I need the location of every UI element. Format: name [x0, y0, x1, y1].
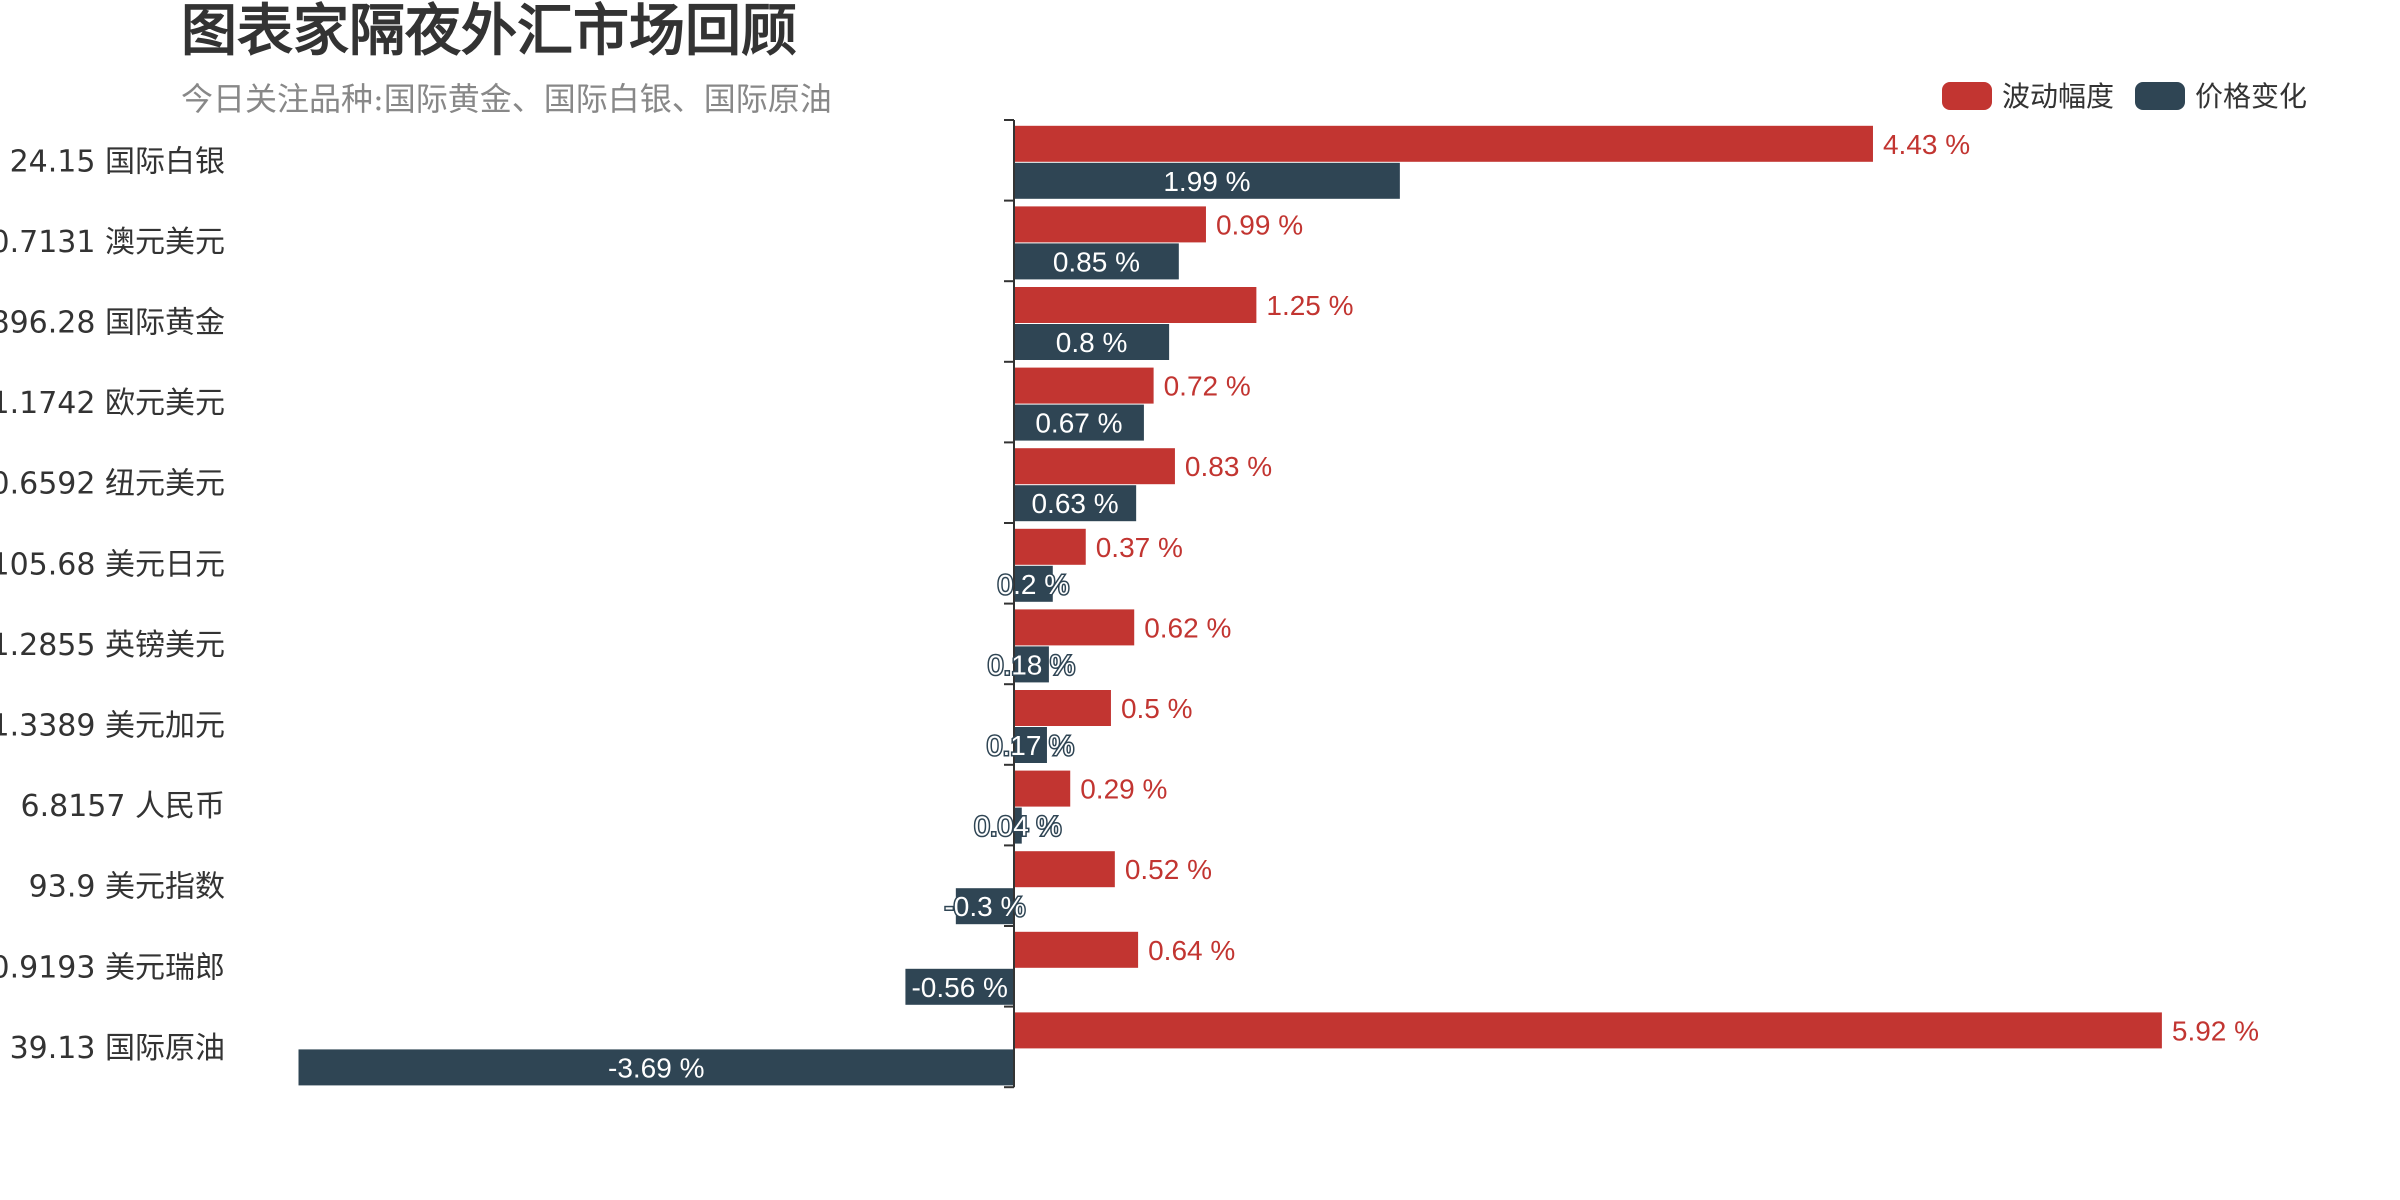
amplitude-value-label: 0.5 % [1121, 693, 1193, 724]
amplitude-bar[interactable] [1014, 367, 1154, 404]
category-label: 24.15 国际白银 [10, 144, 225, 179]
amplitude-bar[interactable] [1014, 1012, 2162, 1049]
price-change-bar[interactable] [298, 1049, 1014, 1086]
amplitude-bar[interactable] [1014, 448, 1175, 485]
price-change-bar[interactable] [955, 888, 1014, 925]
price-change-value-label: 0.18 % [988, 649, 1075, 680]
chart-title: 图表家隔夜外汇市场回顾 [181, 0, 797, 64]
amplitude-value-label: 4.43 % [1883, 129, 1970, 160]
price-change-value-label: 0.8 % [1056, 327, 1128, 358]
category-labels: 24.15 国际白银 0.7131 澳元美元 1896.28 国际黄金 1.1742 … [0, 144, 225, 1066]
price-change-value-label: 0.2 % [998, 569, 1070, 600]
amplitude-value-label: 0.62 % [1144, 612, 1231, 643]
y-axis [1004, 119, 1015, 1089]
price-change-bar[interactable] [905, 968, 1014, 1005]
price-change-value-label: -0.3 % [944, 891, 1025, 922]
price-change-value-label: 0.04 % [974, 811, 1061, 842]
amplitude-bar[interactable] [1014, 287, 1257, 323]
bar-group [298, 125, 2162, 1086]
value-labels: 4.43 % 1.99 % 0.99 % 0.85 % 1.25 % 0.8 % 0.72 … [608, 129, 2259, 1084]
price-change-value-label: 0.17 % [987, 730, 1074, 761]
amplitude-bar[interactable] [1014, 931, 1139, 968]
legend-item[interactable]: 波动幅度 [1942, 80, 2114, 113]
amplitude-bar[interactable] [1014, 528, 1086, 565]
legend-label: 波动幅度 [2002, 80, 2114, 113]
legend[interactable]: 波动幅度 价格变化 [1942, 80, 2307, 113]
amplitude-bar[interactable] [1014, 125, 1873, 162]
price-change-value-label: 0.67 % [1035, 408, 1122, 439]
legend-swatch [1942, 82, 1992, 110]
amplitude-value-label: 5.92 % [2172, 1015, 2259, 1046]
price-change-value-label: 0.63 % [1031, 488, 1118, 519]
amplitude-bar[interactable] [1014, 690, 1111, 726]
legend-item[interactable]: 价格变化 [2135, 80, 2307, 113]
chart-subtitle: 今日关注品种:国际黄金、国际白银、国际原油 [181, 80, 832, 118]
price-change-value-label: 0.85 % [1053, 246, 1140, 277]
price-change-bar[interactable] [1014, 727, 1047, 763]
amplitude-value-label: 0.37 % [1096, 532, 1183, 563]
legend-swatch [2135, 82, 2185, 110]
category-label: 0.7131 澳元美元 [0, 225, 225, 260]
amplitude-value-label: 0.64 % [1148, 935, 1235, 966]
category-label: 105.68 美元日元 [0, 547, 225, 582]
amplitude-value-label: 0.52 % [1125, 854, 1212, 885]
price-change-bar[interactable] [1014, 404, 1144, 441]
category-label: 1.1742 欧元美元 [0, 386, 225, 421]
category-label: 6.8157 人民币 [20, 789, 225, 824]
amplitude-bar[interactable] [1014, 206, 1206, 243]
category-label: 1896.28 国际黄金 [0, 306, 225, 341]
price-change-value-label: -3.69 % [608, 1052, 705, 1083]
price-change-bar[interactable] [1014, 485, 1137, 522]
price-change-bar[interactable] [1014, 324, 1170, 360]
price-change-bar[interactable] [1014, 565, 1053, 602]
category-label: 1.2855 英镑美元 [0, 628, 225, 663]
amplitude-bar[interactable] [1014, 770, 1071, 807]
category-label: 0.9193 美元瑞郎 [0, 950, 225, 985]
price-change-bar[interactable] [1014, 162, 1400, 199]
amplitude-value-label: 0.29 % [1080, 774, 1167, 805]
amplitude-bar[interactable] [1014, 609, 1135, 646]
category-label: 0.6592 纽元美元 [0, 467, 225, 502]
price-change-value-label: 1.99 % [1163, 166, 1250, 197]
price-change-bar[interactable] [1014, 807, 1022, 844]
category-label: 93.9 美元指数 [29, 870, 225, 905]
price-change-bar[interactable] [1014, 243, 1179, 280]
legend-label: 价格变化 [2195, 80, 2307, 113]
price-change-bar[interactable] [1014, 646, 1049, 683]
amplitude-bar[interactable] [1014, 851, 1115, 888]
amplitude-value-label: 1.25 % [1266, 290, 1353, 321]
amplitude-value-label: 0.72 % [1164, 371, 1251, 402]
amplitude-value-label: 0.83 % [1185, 451, 1272, 482]
category-label: 39.13 国际原油 [10, 1031, 225, 1066]
category-label: 1.3389 美元加元 [0, 709, 225, 744]
amplitude-value-label: 0.99 % [1216, 209, 1303, 240]
price-change-value-label: -0.56 % [911, 972, 1008, 1003]
